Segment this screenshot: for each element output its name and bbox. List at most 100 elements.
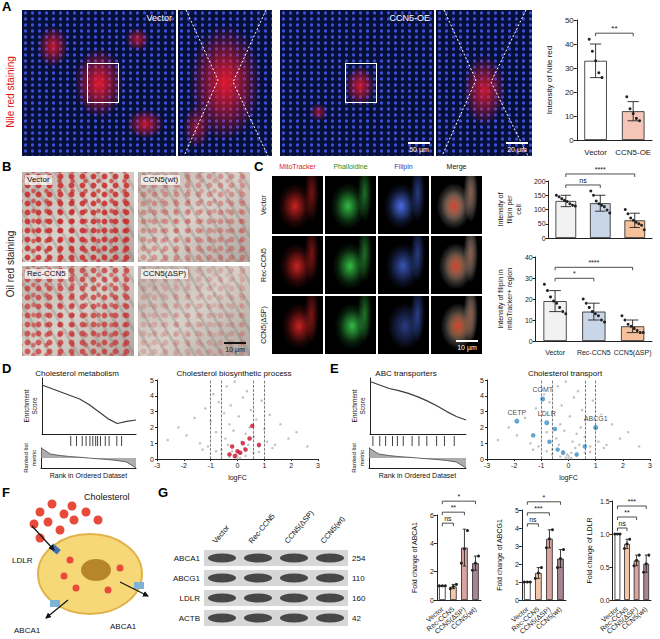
- svg-text:filipin per: filipin per: [506, 195, 514, 224]
- svg-text:cell: cell: [515, 204, 522, 215]
- svg-text:2: 2: [621, 462, 625, 469]
- svg-text:2: 2: [515, 561, 519, 568]
- svg-text:2: 2: [480, 424, 484, 431]
- svg-text:COMT: COMT: [532, 386, 553, 393]
- svg-text:logFC: logFC: [228, 474, 247, 482]
- svg-text:CCN5(ΔSP): CCN5(ΔSP): [283, 508, 316, 545]
- svg-text:**: **: [611, 24, 617, 33]
- svg-text:****: ****: [595, 166, 606, 173]
- svg-text:****: ****: [588, 259, 599, 266]
- svg-text:Rank in Ordered Dataset: Rank in Ordered Dataset: [379, 472, 456, 479]
- svg-text:1: 1: [480, 440, 484, 447]
- svg-text:CCN5-OE: CCN5-OE: [615, 148, 651, 157]
- svg-text:CCN5(wt): CCN5(wt): [450, 605, 479, 631]
- svg-text:***: ***: [534, 505, 542, 512]
- svg-text:ns: ns: [444, 515, 452, 522]
- svg-text:-3: -3: [154, 462, 160, 469]
- svg-text:logFC: logFC: [559, 474, 578, 482]
- svg-text:0: 0: [567, 462, 571, 469]
- svg-text:Enrichment: Enrichment: [351, 389, 358, 422]
- svg-text:0: 0: [515, 597, 519, 604]
- svg-text:3: 3: [150, 408, 154, 415]
- svg-text:ACTB: ACTB: [179, 614, 200, 623]
- svg-text:Fold change of LDLR: Fold change of LDLR: [586, 517, 594, 583]
- svg-text:CCN5(ΔSP): CCN5(ΔSP): [614, 349, 652, 357]
- svg-text:50: 50: [565, 16, 574, 25]
- svg-text:20: 20: [565, 88, 574, 97]
- svg-text:40: 40: [525, 254, 533, 261]
- svg-text:ns: ns: [579, 177, 587, 184]
- svg-text:Rank in Ordered Dataset: Rank in Ordered Dataset: [50, 472, 127, 479]
- svg-text:3: 3: [480, 408, 484, 415]
- svg-text:CETP: CETP: [508, 409, 527, 416]
- svg-text:200: 200: [534, 178, 546, 185]
- svg-text:Vector: Vector: [545, 349, 566, 356]
- svg-text:42: 42: [352, 614, 361, 623]
- svg-text:ns: ns: [529, 516, 537, 523]
- svg-text:Rec-CCN5: Rec-CCN5: [247, 512, 277, 546]
- svg-text:Vector: Vector: [584, 148, 607, 157]
- svg-text:**: **: [624, 509, 630, 516]
- svg-text:ns: ns: [619, 520, 627, 527]
- svg-text:mitoTracker+ region: mitoTracker+ region: [506, 268, 514, 330]
- svg-text:254: 254: [352, 554, 366, 563]
- svg-text:ABCA1: ABCA1: [174, 554, 201, 563]
- svg-text:0: 0: [430, 597, 434, 604]
- svg-text:30: 30: [525, 275, 533, 282]
- svg-text:CCN5(wt): CCN5(wt): [319, 514, 347, 545]
- svg-text:CCN5(wt): CCN5(wt): [535, 605, 564, 631]
- svg-text:LDLR: LDLR: [180, 594, 201, 603]
- svg-text:-1: -1: [208, 462, 214, 469]
- svg-text:Cholesterol transport: Cholesterol transport: [528, 369, 603, 378]
- svg-text:2: 2: [289, 462, 293, 469]
- svg-text:-3: -3: [484, 462, 490, 469]
- svg-text:2: 2: [150, 424, 154, 431]
- svg-text:1: 1: [594, 462, 598, 469]
- svg-text:4: 4: [430, 540, 434, 547]
- svg-text:0: 0: [529, 338, 533, 345]
- svg-text:160: 160: [352, 594, 366, 603]
- svg-text:Intensity of filipin in: Intensity of filipin in: [497, 269, 505, 328]
- svg-text:0: 0: [542, 235, 546, 242]
- svg-text:20: 20: [525, 296, 533, 303]
- svg-text:1: 1: [515, 579, 519, 586]
- svg-text:*: *: [573, 270, 576, 277]
- svg-text:4: 4: [480, 392, 484, 399]
- svg-text:6: 6: [430, 512, 434, 519]
- svg-text:4: 4: [515, 525, 519, 532]
- svg-text:5: 5: [480, 377, 484, 384]
- svg-text:1: 1: [150, 440, 154, 447]
- svg-text:Score: Score: [31, 397, 38, 414]
- svg-text:Score: Score: [359, 397, 366, 414]
- svg-text:-2: -2: [181, 462, 187, 469]
- svg-text:**: **: [451, 504, 457, 511]
- svg-text:100: 100: [534, 206, 546, 213]
- svg-text:110: 110: [352, 574, 365, 583]
- svg-text:40: 40: [565, 40, 574, 49]
- svg-text:Intensity of Nile red: Intensity of Nile red: [545, 46, 554, 114]
- svg-text:2: 2: [430, 568, 434, 575]
- svg-text:ABC transporters: ABC transporters: [375, 369, 436, 378]
- svg-text:CCN5(wt): CCN5(wt): [620, 605, 649, 631]
- svg-text:Vector: Vector: [211, 523, 232, 545]
- svg-text:5: 5: [515, 507, 519, 514]
- svg-text:-1: -1: [538, 462, 544, 469]
- svg-text:***: ***: [628, 498, 636, 505]
- svg-text:1.0: 1.0: [600, 531, 610, 538]
- svg-text:1: 1: [262, 462, 266, 469]
- svg-text:Enrichment: Enrichment: [23, 389, 30, 422]
- svg-text:ABCA1: ABCA1: [14, 626, 41, 635]
- svg-text:Cholesterol: Cholesterol: [84, 492, 130, 502]
- svg-text:Fold change of ABCG1: Fold change of ABCG1: [496, 519, 504, 591]
- svg-text:0.5: 0.5: [600, 564, 610, 571]
- svg-text:Ranked list: Ranked list: [23, 443, 29, 473]
- svg-text:metric: metric: [359, 450, 365, 466]
- svg-text:10: 10: [525, 317, 533, 324]
- svg-text:-2: -2: [511, 462, 517, 469]
- svg-text:3: 3: [648, 462, 652, 469]
- svg-text:Fold change of ABCA1: Fold change of ABCA1: [411, 522, 419, 593]
- svg-text:metric: metric: [31, 450, 37, 466]
- svg-text:*: *: [458, 493, 461, 500]
- svg-text:1.5: 1.5: [600, 498, 610, 505]
- svg-text:50: 50: [538, 220, 546, 227]
